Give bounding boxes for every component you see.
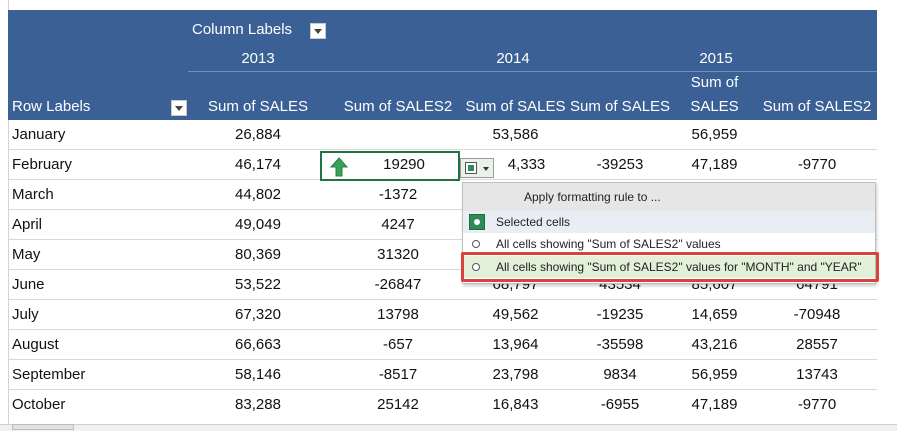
- year-2015: 2015: [699, 50, 733, 67]
- value-cell[interactable]: 31320: [377, 246, 419, 263]
- option-label: All cells showing "Sum of SALES2" values: [496, 237, 721, 251]
- col-header-sales-2015-line2: SALES: [690, 98, 739, 115]
- radio-icon: [472, 240, 480, 248]
- value-cell[interactable]: 23,798: [492, 366, 539, 383]
- value-cell[interactable]: 47,189: [691, 156, 738, 173]
- pivot-header: Column Labels 2013 2014 2015 Row Labels …: [8, 10, 877, 120]
- formatting-options-menu: Apply formatting rule to ... Selected ce…: [462, 182, 876, 284]
- value-cell[interactable]: -8517: [378, 366, 418, 383]
- column-labels-filter-button[interactable]: [310, 23, 326, 39]
- table-row: September 58,146 -8517 23,798 9834 56,95…: [8, 360, 877, 390]
- active-cell-border[interactable]: [320, 151, 460, 181]
- value-cell[interactable]: 67,320: [235, 306, 281, 323]
- value-cell[interactable]: [568, 120, 672, 150]
- value-cell[interactable]: 49,562: [492, 306, 539, 323]
- value-cell-selected[interactable]: 19290: [383, 156, 425, 173]
- value-cell[interactable]: 28557: [796, 336, 838, 353]
- value-cell[interactable]: 83,288: [235, 396, 281, 413]
- row-header-strip: [0, 0, 9, 430]
- row-label[interactable]: September: [12, 366, 86, 383]
- column-labels-heading: Column Labels: [192, 21, 293, 38]
- value-cell[interactable]: 80,369: [235, 246, 281, 263]
- option-selected-cells[interactable]: Selected cells: [463, 211, 875, 233]
- table-row: January 26,884 53,586 56,959: [8, 120, 877, 150]
- value-cell[interactable]: 25142: [377, 396, 419, 413]
- value-cell[interactable]: 26,884: [235, 126, 281, 143]
- option-label: Selected cells: [496, 215, 571, 229]
- row-label[interactable]: May: [12, 246, 41, 263]
- value-cell[interactable]: -9770: [797, 156, 837, 173]
- value-cell[interactable]: 9834: [603, 366, 637, 383]
- value-cell[interactable]: -26847: [374, 276, 422, 293]
- row-label[interactable]: March: [12, 186, 54, 203]
- value-cell[interactable]: 16,843: [492, 396, 539, 413]
- value-cell[interactable]: [757, 120, 877, 150]
- table-row: May 80,369 31320: [8, 240, 877, 270]
- value-cell[interactable]: 66,663: [235, 336, 281, 353]
- value-cell[interactable]: -9770: [797, 396, 837, 413]
- col-header-sales-2014: Sum of SALES: [465, 98, 566, 115]
- formatting-options-button[interactable]: [460, 158, 494, 178]
- value-cell[interactable]: 49,049: [235, 216, 281, 233]
- value-cell[interactable]: 4,333: [507, 156, 546, 173]
- value-cell[interactable]: 56,959: [691, 366, 738, 383]
- horizontal-scrollbar[interactable]: [0, 424, 897, 431]
- formatting-options-icon: [465, 162, 477, 174]
- row-label[interactable]: February: [12, 156, 73, 173]
- value-cell[interactable]: -19235: [596, 306, 644, 323]
- option-label: All cells showing "Sum of SALES2" values…: [496, 260, 862, 274]
- value-cell[interactable]: 43,216: [691, 336, 738, 353]
- value-cell[interactable]: 58,146: [235, 366, 281, 383]
- value-cell[interactable]: 14,659: [691, 306, 738, 323]
- value-cell[interactable]: 56,959: [691, 126, 738, 143]
- value-cell[interactable]: -70948: [793, 306, 841, 323]
- value-cell[interactable]: -35598: [596, 336, 644, 353]
- value-cell[interactable]: 44,802: [235, 186, 281, 203]
- row-label[interactable]: July: [12, 306, 39, 323]
- row-labels-filter-button[interactable]: [171, 100, 187, 116]
- radio-selected-icon: [469, 214, 485, 230]
- value-cell[interactable]: -1372: [378, 186, 418, 203]
- value-cell[interactable]: -6955: [600, 396, 640, 413]
- row-label[interactable]: January: [12, 126, 66, 143]
- menu-title: Apply formatting rule to ...: [463, 183, 875, 211]
- col-header-sales2-2013: Sum of SALES2: [343, 98, 453, 115]
- option-all-cells-sales2-month-year[interactable]: All cells showing "Sum of SALES2" values…: [463, 256, 875, 278]
- col-header-sales-2015-line1: Sum of: [690, 74, 739, 91]
- value-cell[interactable]: 46,174: [235, 156, 281, 173]
- row-label[interactable]: April: [12, 216, 43, 233]
- value-cell[interactable]: 13743: [796, 366, 838, 383]
- highlight-annotation-box: [461, 252, 879, 282]
- row-label[interactable]: August: [12, 336, 59, 353]
- row-label[interactable]: October: [12, 396, 66, 413]
- year-2014: 2014: [496, 50, 530, 67]
- radio-icon: [472, 263, 480, 271]
- value-cell[interactable]: 53,586: [492, 126, 539, 143]
- table-row: March 44,802 -1372: [8, 180, 877, 210]
- year-2013: 2013: [241, 50, 275, 67]
- value-cell[interactable]: 13,964: [492, 336, 539, 353]
- col-header-sales2-2014: Sum of SALES: [570, 98, 671, 115]
- table-row: October 83,288 25142 16,843 -6955 47,189…: [8, 390, 877, 420]
- chevron-down-icon: [483, 167, 489, 171]
- value-cell[interactable]: [328, 120, 468, 150]
- option-all-cells-sales2[interactable]: All cells showing "Sum of SALES2" values: [463, 233, 875, 255]
- row-labels-heading: Row Labels: [12, 98, 91, 115]
- header-divider: [188, 71, 877, 72]
- value-cell[interactable]: 13798: [377, 306, 419, 323]
- value-cell[interactable]: -39253: [596, 156, 644, 173]
- value-cell[interactable]: 53,522: [235, 276, 281, 293]
- col-header-sales2-2015: Sum of SALES2: [762, 98, 872, 115]
- col-header-sales-2013: Sum of SALES: [207, 98, 309, 115]
- table-row: August 66,663 -657 13,964 -35598 43,216 …: [8, 330, 877, 360]
- sheet-tab[interactable]: [12, 424, 74, 430]
- value-cell[interactable]: -657: [382, 336, 414, 353]
- table-row: April 49,049 4247: [8, 210, 877, 240]
- value-cell[interactable]: 47,189: [691, 396, 738, 413]
- table-row: July 67,320 13798 49,562 -19235 14,659 -…: [8, 300, 877, 330]
- row-label[interactable]: June: [12, 276, 45, 293]
- arrow-up-icon: [330, 157, 348, 177]
- value-cell[interactable]: 4247: [381, 216, 415, 233]
